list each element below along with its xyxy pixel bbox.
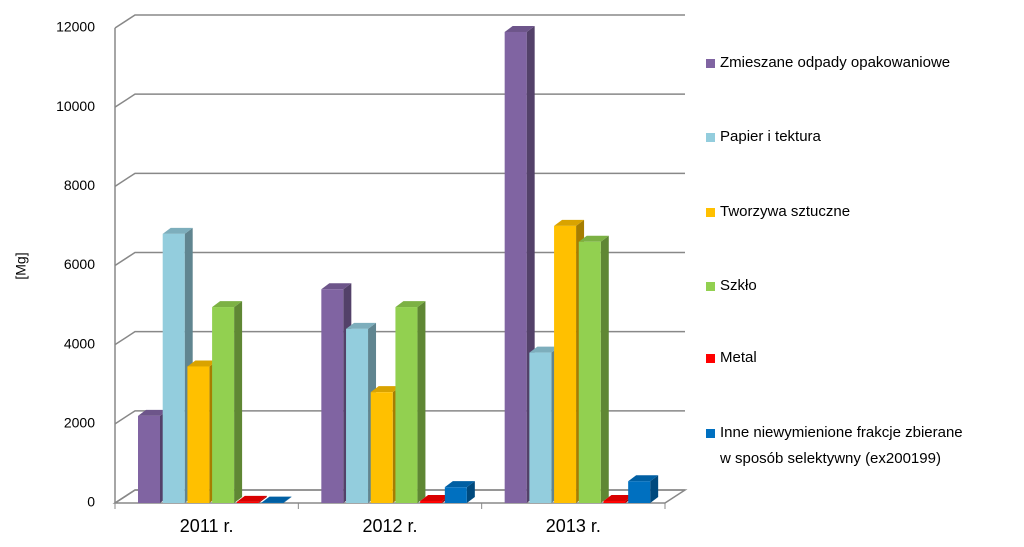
bar-top xyxy=(395,301,426,308)
legend-label: Zmieszane odpady opakowaniowe xyxy=(720,54,951,71)
y-tick-label: 4000 xyxy=(64,335,95,351)
bar xyxy=(138,415,160,503)
bar-top xyxy=(162,227,193,234)
bar xyxy=(236,501,259,503)
bar xyxy=(628,481,651,503)
bar xyxy=(420,501,443,503)
legend-label: Tworzywa sztuczne xyxy=(720,203,851,220)
bar-top xyxy=(236,495,267,502)
grid-line xyxy=(114,172,685,187)
bar xyxy=(504,31,527,503)
bar-top xyxy=(212,301,243,308)
legend-item: Szkło xyxy=(706,273,1006,299)
legend-swatch xyxy=(706,133,715,142)
legend-label: Szkło xyxy=(720,277,757,294)
legend-swatch xyxy=(706,354,715,363)
bar-side xyxy=(417,301,426,503)
bar xyxy=(370,392,393,503)
bar-side xyxy=(600,235,609,503)
bar-top xyxy=(321,283,352,290)
legend-swatch xyxy=(706,429,715,438)
bar-side xyxy=(650,475,659,503)
y-tick-label: 2000 xyxy=(64,415,95,431)
legend-label: Inne niewymienione frakcje zbierane w sp… xyxy=(720,424,963,467)
legend-item: Papier i tektura xyxy=(706,124,1006,150)
grid-line xyxy=(114,410,685,425)
y-tick-label: 0 xyxy=(87,494,95,510)
y-tick-label: 10000 xyxy=(56,98,95,114)
bar-top xyxy=(346,322,377,329)
legend-item: Tworzywa sztuczne xyxy=(706,199,1006,225)
x-tick-label: 2012 r. xyxy=(362,516,417,536)
x-tick-label: 2011 r. xyxy=(180,516,234,536)
bar xyxy=(162,233,185,504)
legend-swatch xyxy=(706,208,715,217)
bar xyxy=(554,225,577,503)
bar-side xyxy=(234,301,243,503)
bar-top xyxy=(187,360,218,367)
grid-line xyxy=(114,489,685,504)
bar-top xyxy=(370,386,401,393)
bar-top xyxy=(578,235,609,242)
grid-line xyxy=(114,14,685,29)
legend-swatch xyxy=(706,59,715,68)
bar xyxy=(346,328,369,503)
bar-top xyxy=(628,475,659,482)
y-axis-label: [Mg] xyxy=(13,252,29,279)
bar xyxy=(187,366,210,503)
legend-swatch xyxy=(706,282,715,291)
legend-label: Metal xyxy=(720,349,757,366)
bar-top xyxy=(261,496,292,503)
bar xyxy=(395,307,418,503)
bar-side xyxy=(283,496,292,503)
legend-item: Inne niewymienione frakcje zbierane w sp… xyxy=(706,420,1006,472)
y-tick-label: 12000 xyxy=(56,19,95,35)
grid-line xyxy=(114,251,685,267)
bar xyxy=(444,487,467,503)
grid-line xyxy=(114,330,685,346)
bar-top xyxy=(554,219,585,226)
bar-top xyxy=(138,409,168,416)
bar xyxy=(603,501,626,503)
grid-line xyxy=(114,93,685,108)
bar xyxy=(529,352,552,503)
x-tick-label: 2013 r. xyxy=(546,516,601,536)
y-tick-label: 8000 xyxy=(64,177,95,193)
bar xyxy=(212,307,235,503)
legend-item: Zmieszane odpady opakowaniowe xyxy=(706,50,1006,76)
bar-top xyxy=(444,481,475,488)
bar-top xyxy=(420,495,451,502)
y-tick-label: 6000 xyxy=(64,256,95,272)
bar xyxy=(321,289,344,503)
bar-top xyxy=(529,346,560,353)
bar-side xyxy=(466,481,475,503)
bar xyxy=(578,241,601,503)
bar-top xyxy=(603,495,634,502)
bar-side xyxy=(258,495,267,503)
legend-label: Papier i tektura xyxy=(720,128,821,145)
bar-top xyxy=(504,25,535,32)
legend-item: Metal xyxy=(706,345,1006,371)
